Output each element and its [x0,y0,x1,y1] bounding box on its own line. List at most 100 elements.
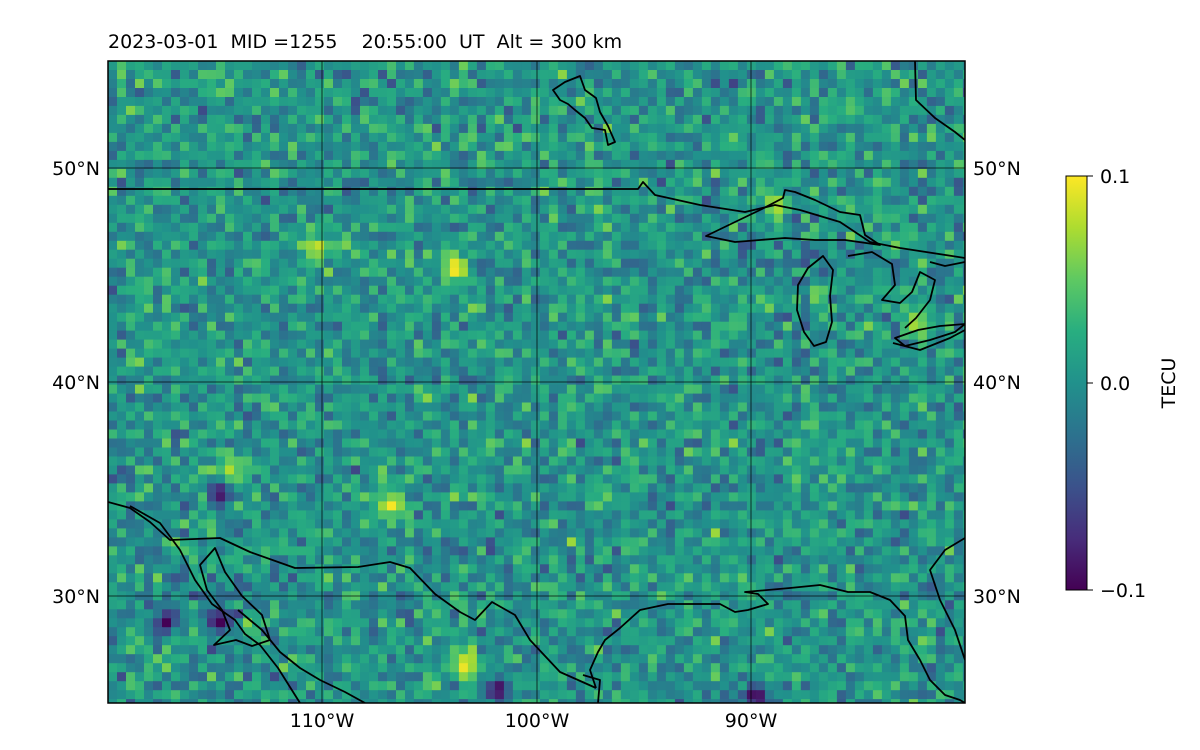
heatmap-cell [791,70,802,80]
heatmap-cell [503,132,514,143]
heatmap-cell [719,402,730,413]
heatmap-cell [297,501,307,511]
heatmap-cell [530,231,541,242]
heatmap-cell [926,204,937,215]
heatmap-cell [333,384,343,395]
heatmap-cell [548,240,559,251]
heatmap-cell [521,88,532,98]
heatmap-cell [584,429,595,440]
heatmap-cell [647,213,658,224]
heatmap-cell [494,267,505,278]
heatmap-cell [917,375,928,386]
heatmap-cell [521,519,532,529]
heatmap-cell [818,285,829,296]
heatmap-cell [216,402,226,413]
heatmap-cell [908,88,919,98]
heatmap-cell [351,411,361,422]
heatmap-cell [494,240,505,251]
heatmap-cell [728,105,739,116]
heatmap-cell [863,114,874,125]
heatmap-cell [755,375,766,386]
heatmap-cell [935,70,946,80]
heatmap-cell [360,240,370,251]
heatmap-cell [908,456,919,467]
heatmap-cell [494,186,505,197]
heatmap-cell [827,61,838,71]
heatmap-cell [692,79,703,89]
heatmap-cell [306,240,316,251]
heatmap-cell [575,429,586,440]
heatmap-cell [944,501,955,511]
heatmap-cell [369,222,379,233]
heatmap-cell [252,411,262,422]
heatmap-cell [117,285,127,296]
heatmap-cell [180,276,190,287]
heatmap-cell [405,501,415,511]
heatmap-cell [306,88,316,98]
heatmap-cell [710,510,721,520]
heatmap-cell [315,402,325,413]
heatmap-cell [369,411,379,422]
heatmap-cell [656,510,667,520]
heatmap-cell [243,240,253,251]
heatmap-cell [629,492,640,502]
heatmap-cell [791,402,802,413]
heatmap-cell [638,231,649,242]
heatmap-cell [351,429,361,440]
heatmap-cell [728,312,739,323]
heatmap-cell [827,204,838,215]
heatmap-cell [566,249,577,260]
heatmap-cell [198,294,208,305]
heatmap-cell [153,177,163,188]
heatmap-cell [881,438,892,449]
heatmap-cell [279,195,289,206]
heatmap-cell [773,249,784,260]
heatmap-cell [530,267,541,278]
heatmap-cell [431,438,442,449]
heatmap-cell [683,402,694,413]
heatmap-cell [665,276,676,287]
heatmap-cell [261,285,271,296]
heatmap-cell [539,258,550,269]
heatmap-cell [899,97,910,107]
heatmap-cell [647,231,658,242]
heatmap-cell [764,438,775,449]
heatmap-cell [566,114,577,125]
heatmap-cell [297,276,307,287]
heatmap-cell [881,420,892,431]
heatmap-cell [737,168,748,179]
heatmap-cell [827,492,838,502]
heatmap-cell [315,88,325,98]
heatmap-cell [270,402,280,413]
heatmap-cell [926,267,937,278]
heatmap-cell [279,213,289,224]
heatmap-cell [845,267,856,278]
heatmap-cell [773,177,784,188]
heatmap-cell [207,357,217,368]
heatmap-cell [647,483,658,493]
heatmap-cell [863,159,874,170]
heatmap-cell [935,186,946,197]
heatmap-cell [809,303,820,314]
heatmap-cell [351,402,361,413]
heatmap-cell [369,231,379,242]
heatmap-cell [674,186,685,197]
heatmap-cell [692,132,703,143]
heatmap-cell [216,258,226,269]
heatmap-cell [575,456,586,467]
heatmap-cell [539,123,550,134]
heatmap-cell [629,123,640,134]
heatmap-cell [728,510,739,520]
heatmap-cell [162,267,172,278]
heatmap-cell [324,393,334,404]
heatmap-cell [719,366,730,377]
heatmap-cell [962,402,965,413]
heatmap-cell [387,402,397,413]
heatmap-cell [440,519,451,529]
heatmap-cell [899,438,910,449]
heatmap-cell [225,186,235,197]
heatmap-cell [827,501,838,511]
heatmap-cell [908,258,919,269]
heatmap-cell [917,339,928,350]
heatmap-cell [557,393,568,404]
